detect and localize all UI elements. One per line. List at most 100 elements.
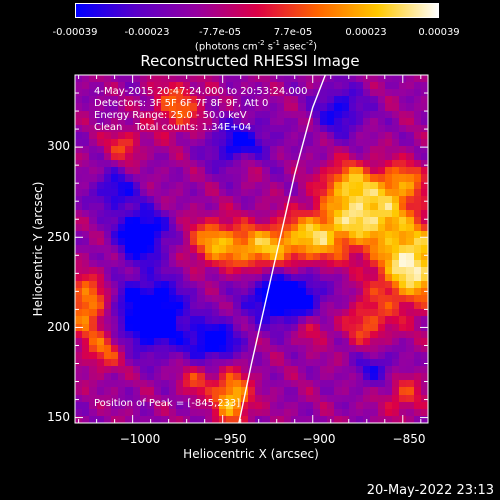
heatmap-cell	[377, 174, 386, 183]
heatmap-cell	[291, 366, 299, 374]
heatmap-cell	[219, 103, 227, 112]
heatmap-cell	[262, 153, 271, 161]
heatmap-cell	[377, 138, 386, 147]
heatmap-cell	[147, 188, 155, 197]
heatmap-cell	[247, 96, 256, 104]
heatmap-cell	[204, 344, 213, 353]
heatmap-cell	[96, 373, 105, 381]
heatmap-cell	[291, 401, 299, 410]
heatmap-cell	[319, 351, 328, 360]
heatmap-cell	[168, 245, 177, 254]
heatmap-cell	[132, 366, 141, 374]
heatmap-cell	[283, 337, 292, 346]
heatmap-cell	[420, 359, 428, 367]
heatmap-cell	[355, 96, 364, 104]
heatmap-cell	[82, 238, 90, 247]
heatmap-cell	[377, 195, 386, 204]
heatmap-cell	[111, 89, 119, 97]
heatmap-cell	[391, 103, 400, 112]
heatmap-cell	[154, 252, 163, 261]
heatmap-cell	[355, 117, 364, 126]
heatmap-cell	[175, 323, 184, 332]
heatmap-cell	[363, 259, 371, 268]
heatmap-cell	[226, 323, 235, 332]
heatmap-cell	[96, 238, 105, 247]
heatmap-cell	[420, 82, 428, 90]
heatmap-cell	[190, 380, 199, 389]
heatmap-cell	[233, 82, 242, 90]
heatmap-cell	[276, 387, 285, 396]
heatmap-cell	[262, 167, 271, 176]
heatmap-cell	[327, 209, 335, 218]
heatmap-cell	[363, 252, 371, 261]
heatmap-cell	[183, 408, 191, 417]
heatmap-cell	[183, 195, 191, 204]
heatmap-cell	[103, 195, 112, 204]
heatmap-cell	[139, 181, 148, 190]
colorbar-tick: 0.00039	[418, 27, 460, 38]
heatmap-cell	[262, 408, 271, 417]
heatmap-cell	[75, 401, 83, 410]
heatmap-cell	[384, 103, 393, 112]
heatmap-cell	[355, 266, 364, 275]
heatmap-cell	[413, 110, 422, 119]
heatmap-cell	[327, 373, 335, 381]
heatmap-cell	[240, 209, 249, 218]
heatmap-cell	[82, 160, 90, 168]
heatmap-cell	[89, 124, 98, 133]
heatmap-cell	[283, 238, 292, 247]
heatmap-cell	[175, 96, 184, 104]
heatmap-cell	[291, 174, 299, 183]
heatmap-cell	[377, 337, 386, 346]
heatmap-cell	[175, 415, 184, 423]
heatmap-cell	[283, 138, 292, 147]
heatmap-cell	[298, 160, 307, 168]
heatmap-cell	[132, 231, 141, 239]
heatmap-cell	[183, 153, 191, 161]
heatmap-cell	[327, 124, 335, 133]
heatmap-cell	[211, 252, 220, 261]
heatmap-cell	[262, 238, 271, 247]
heatmap-cell	[147, 110, 155, 119]
heatmap-cell	[305, 330, 314, 339]
heatmap-cell	[363, 131, 371, 140]
heatmap-cell	[391, 160, 400, 168]
heatmap-cell	[355, 309, 364, 318]
heatmap-cell	[413, 217, 422, 225]
heatmap-cell	[96, 344, 105, 353]
heatmap-cell	[298, 181, 307, 190]
heatmap-cell	[204, 138, 213, 147]
heatmap-cell	[341, 323, 350, 332]
heatmap-cell	[406, 337, 415, 346]
heatmap-cell	[175, 266, 184, 275]
heatmap-cell	[262, 75, 271, 83]
heatmap-cell	[219, 266, 227, 275]
heatmap-cell	[161, 117, 170, 126]
heatmap-cell	[298, 359, 307, 367]
heatmap-cell	[262, 266, 271, 275]
heatmap-cell	[377, 110, 386, 119]
heatmap-cell	[125, 174, 134, 183]
heatmap-cell	[96, 259, 105, 268]
heatmap-cell	[96, 380, 105, 389]
heatmap-cell	[82, 124, 90, 133]
heatmap-cell	[111, 309, 119, 318]
heatmap-cell	[255, 288, 263, 296]
heatmap-cell	[276, 401, 285, 410]
heatmap-cell	[334, 273, 343, 282]
heatmap-cell	[255, 387, 263, 396]
heatmap-cell	[283, 273, 292, 282]
heatmap-cell	[154, 217, 163, 225]
heatmap-cell	[183, 231, 191, 239]
heatmap-cell	[103, 288, 112, 296]
heatmap-cell	[132, 373, 141, 381]
heatmap-cell	[406, 231, 415, 239]
heatmap-cell	[276, 408, 285, 417]
heatmap-cell	[204, 82, 213, 90]
heatmap-cell	[399, 238, 407, 247]
heatmap-cell	[255, 302, 263, 310]
heatmap-cell	[226, 202, 235, 211]
heatmap-cell	[175, 387, 184, 396]
heatmap-cell	[125, 295, 134, 303]
heatmap-cell	[190, 217, 199, 225]
